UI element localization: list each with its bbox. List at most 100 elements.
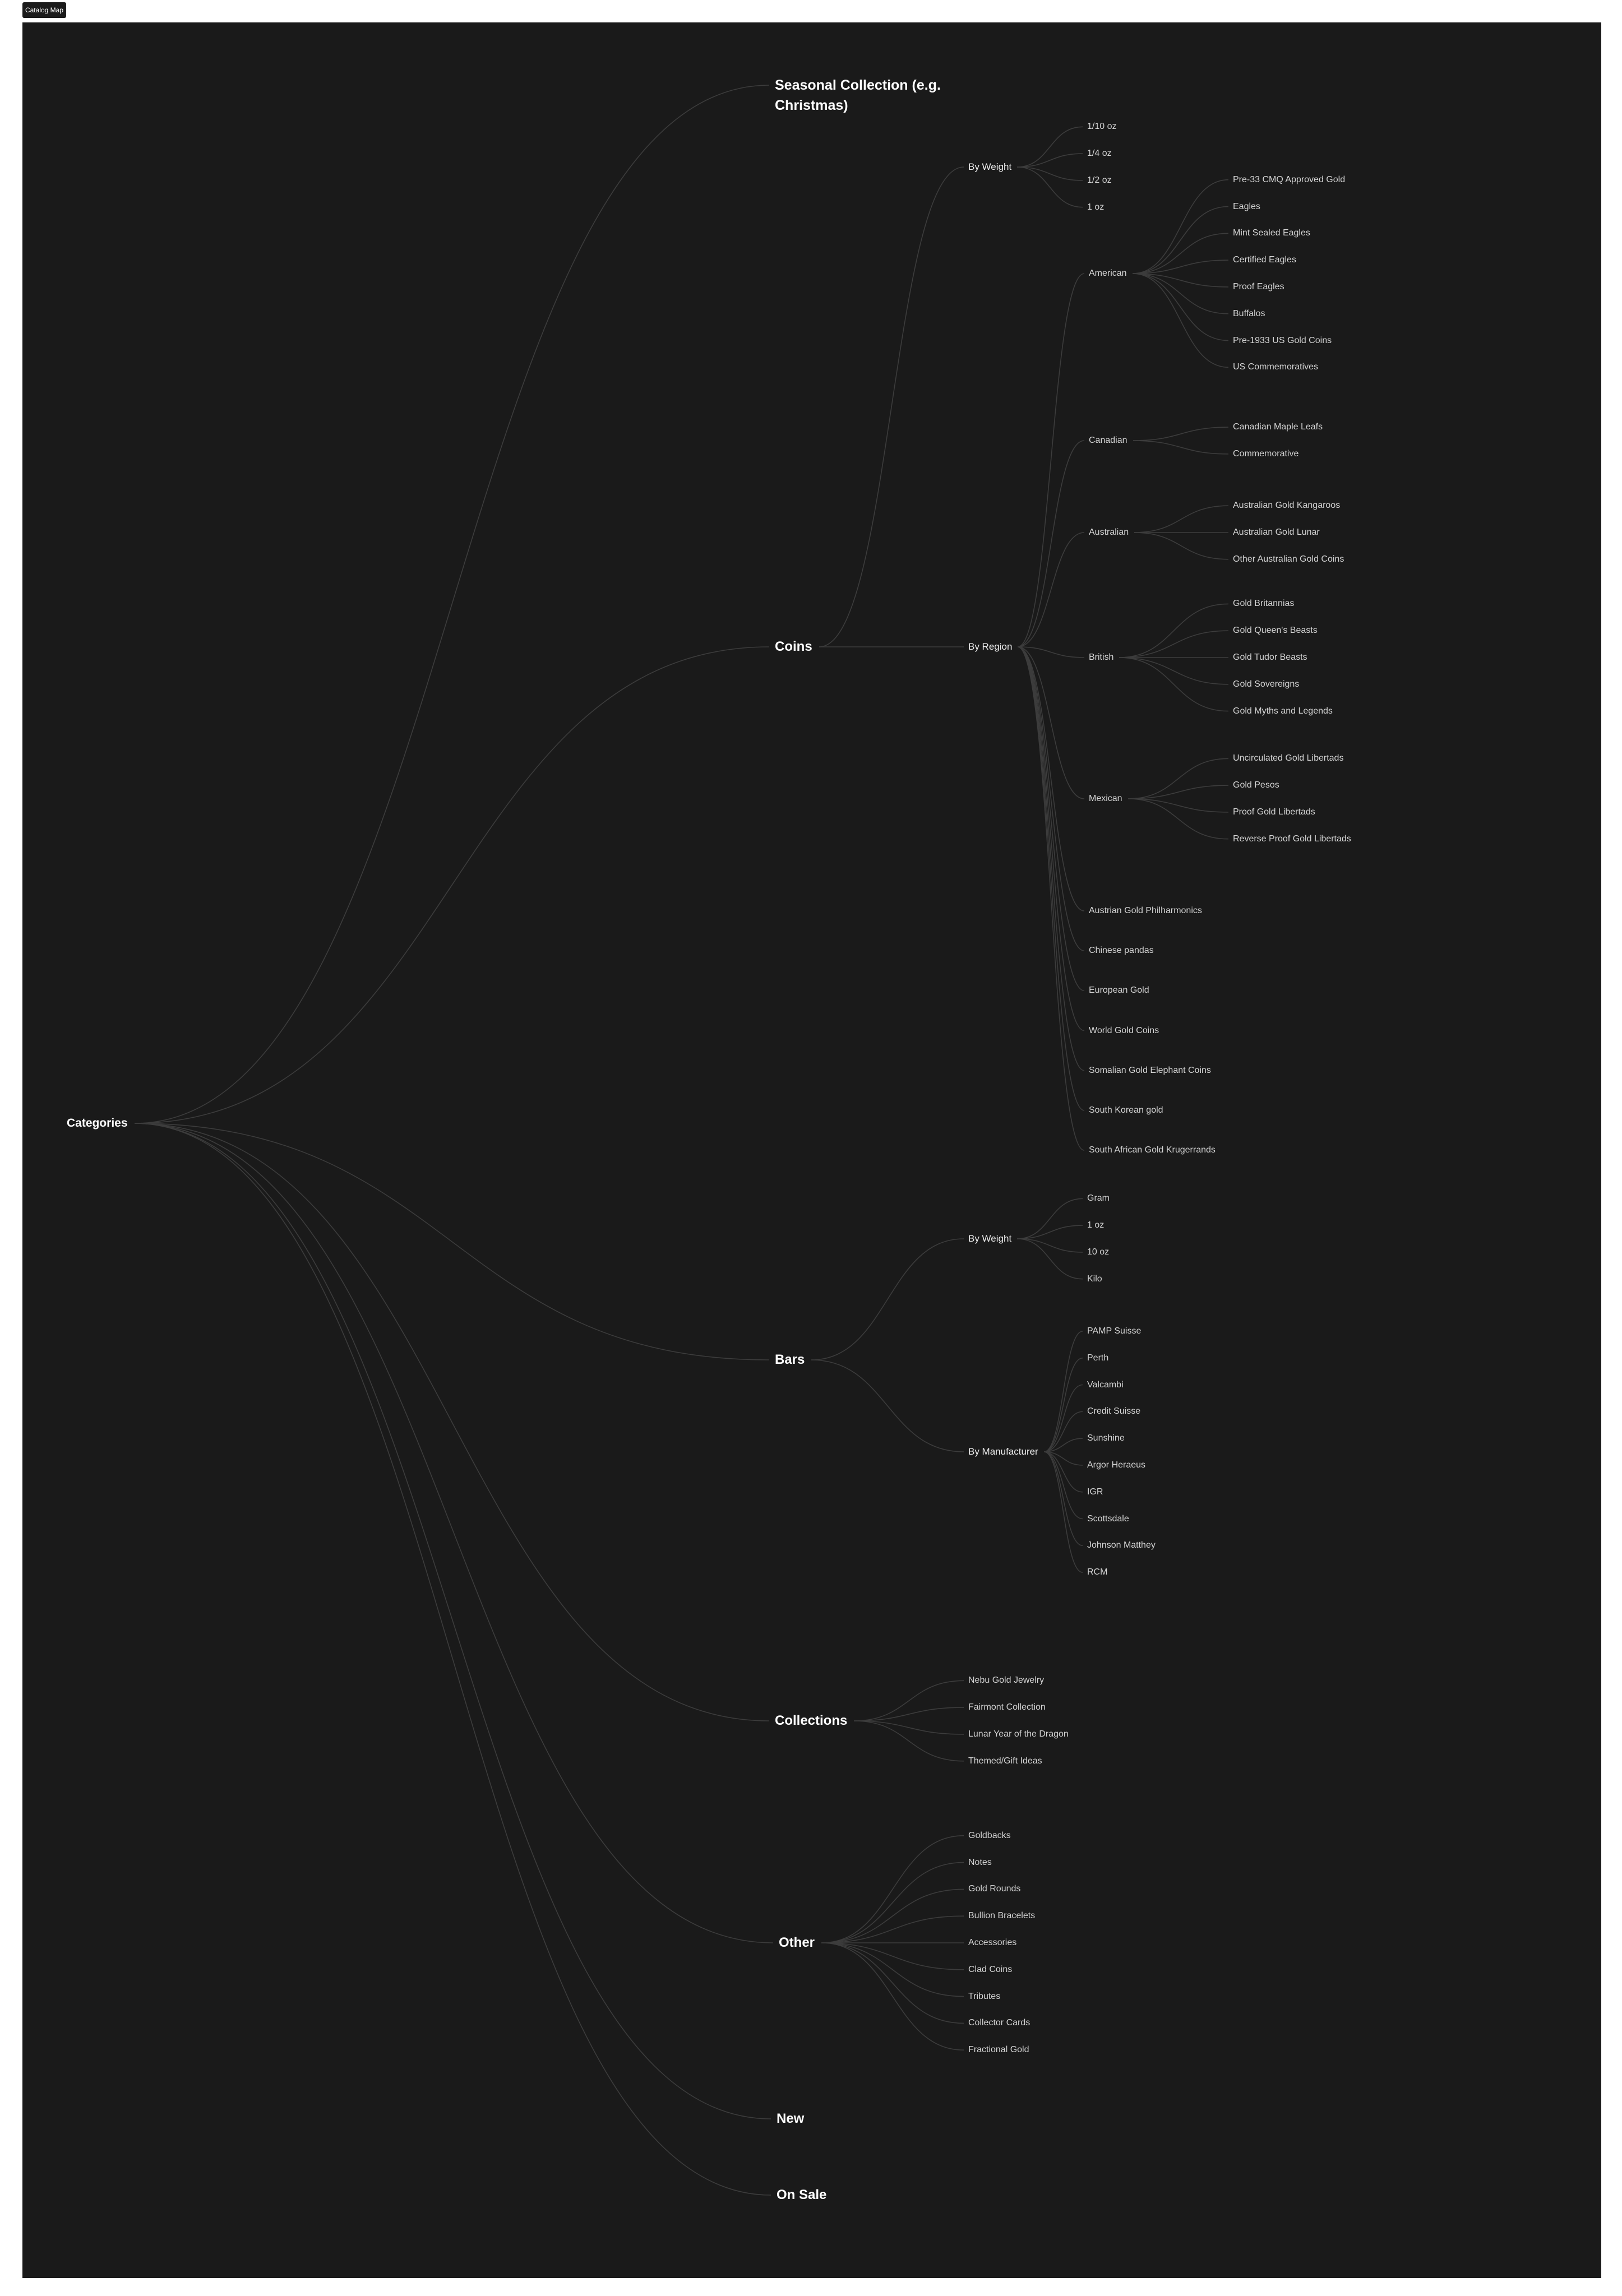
link-canadian-commemorative bbox=[1133, 440, 1229, 455]
leaf-tributes[interactable]: Tributes bbox=[968, 1991, 1001, 2001]
leaf-1-oz[interactable]: 1 oz bbox=[1087, 202, 1105, 212]
leaf-gold-pesos[interactable]: Gold Pesos bbox=[1233, 780, 1279, 790]
leaf-proof-eagles[interactable]: Proof Eagles bbox=[1233, 281, 1284, 291]
leaf-canadian-maple-leafs[interactable]: Canadian Maple Leafs bbox=[1233, 422, 1323, 432]
leaf-us-commemoratives[interactable]: US Commemoratives bbox=[1233, 362, 1319, 372]
region-australian[interactable]: Australian bbox=[1089, 527, 1129, 537]
leaf-pre-33-cmq-approved-gold[interactable]: Pre-33 CMQ Approved Gold bbox=[1233, 174, 1346, 184]
leaf-reverse-proof-gold-libertads[interactable]: Reverse Proof Gold Libertads bbox=[1233, 834, 1351, 844]
link-region-american bbox=[1017, 273, 1085, 647]
group-coins-by-weight[interactable]: By Weight bbox=[968, 161, 1012, 172]
link-region-south-african-gold-krugerrands bbox=[1017, 646, 1085, 1151]
category-on-sale[interactable]: On Sale bbox=[777, 2187, 827, 2202]
leaf-chinese-pandas[interactable]: Chinese pandas bbox=[1089, 946, 1154, 956]
category-collections[interactable]: Collections bbox=[775, 1713, 848, 1728]
link-root-coins bbox=[134, 646, 770, 1124]
group-bars-by-weight[interactable]: By Weight bbox=[968, 1233, 1012, 1244]
leaf-eagles[interactable]: Eagles bbox=[1233, 201, 1260, 211]
group-bars-by-manufacturer[interactable]: By Manufacturer bbox=[968, 1446, 1038, 1457]
region-american[interactable]: American bbox=[1089, 269, 1127, 278]
leaf-south-korean-gold[interactable]: South Korean gold bbox=[1089, 1105, 1163, 1115]
frame-tab[interactable]: Catalog Map bbox=[22, 2, 66, 18]
leaf-fairmont-collection[interactable]: Fairmont Collection bbox=[968, 1702, 1046, 1712]
leaf-pamp-suisse[interactable]: PAMP Suisse bbox=[1087, 1326, 1142, 1336]
region-british[interactable]: British bbox=[1089, 652, 1114, 662]
link-collections-themed-gift-ideas bbox=[853, 1720, 964, 1762]
category-other[interactable]: Other bbox=[779, 1935, 815, 1950]
link-root-on-sale bbox=[134, 1123, 771, 2196]
mindmap-canvas[interactable]: Categories Seasonal Collection (e.g. Chri… bbox=[22, 22, 1601, 2278]
leaf-accessories[interactable]: Accessories bbox=[968, 1938, 1017, 1947]
category-seasonal-collection-e-g-christmas[interactable]: Seasonal Collection (e.g. Christmas) bbox=[775, 77, 941, 113]
leaf-credit-suisse[interactable]: Credit Suisse bbox=[1087, 1406, 1141, 1417]
leaf-themed-gift-ideas[interactable]: Themed/Gift Ideas bbox=[968, 1756, 1042, 1766]
leaf-clad-coins[interactable]: Clad Coins bbox=[968, 1964, 1013, 1974]
link-by-manufacturer-perth bbox=[1043, 1357, 1083, 1452]
link-region-somalian-gold-elephant-coins bbox=[1017, 646, 1085, 1071]
leaf-kilo[interactable]: Kilo bbox=[1087, 1274, 1102, 1284]
leaf-sunshine[interactable]: Sunshine bbox=[1087, 1433, 1125, 1443]
link-american-mint-sealed-eagles bbox=[1132, 233, 1229, 274]
link-region-canadian bbox=[1017, 440, 1085, 647]
leaf-1-2-oz[interactable]: 1/2 oz bbox=[1087, 175, 1112, 185]
leaf-gram[interactable]: Gram bbox=[1087, 1193, 1110, 1203]
leaf-bullion-bracelets[interactable]: Bullion Bracelets bbox=[968, 1911, 1036, 1921]
leaf-certified-eagles[interactable]: Certified Eagles bbox=[1233, 255, 1296, 265]
leaf-proof-gold-libertads[interactable]: Proof Gold Libertads bbox=[1233, 807, 1315, 817]
leaf-igr[interactable]: IGR bbox=[1087, 1487, 1103, 1497]
category-new[interactable]: New bbox=[777, 2111, 805, 2126]
category-bars[interactable]: Bars bbox=[775, 1352, 805, 1367]
leaf-mint-sealed-eagles[interactable]: Mint Sealed Eagles bbox=[1233, 228, 1310, 238]
leaf-commemorative[interactable]: Commemorative bbox=[1233, 448, 1299, 459]
leaf-lunar-year-of-the-dragon[interactable]: Lunar Year of the Dragon bbox=[968, 1729, 1069, 1739]
link-root-bars bbox=[134, 1123, 770, 1360]
link-region-chinese-pandas bbox=[1017, 646, 1085, 951]
leaf-buffalos[interactable]: Buffalos bbox=[1233, 308, 1265, 318]
leaf-gold-myths-and-legends[interactable]: Gold Myths and Legends bbox=[1233, 706, 1333, 716]
leaf-gold-queen-s-beasts[interactable]: Gold Queen's Beasts bbox=[1233, 626, 1318, 636]
leaf-rcm[interactable]: RCM bbox=[1087, 1567, 1108, 1577]
leaf-australian-gold-kangaroos[interactable]: Australian Gold Kangaroos bbox=[1233, 501, 1341, 511]
leaf-other-australian-gold-coins[interactable]: Other Australian Gold Coins bbox=[1233, 554, 1344, 564]
leaf-notes[interactable]: Notes bbox=[968, 1857, 992, 1867]
leaf-scottsdale[interactable]: Scottsdale bbox=[1087, 1513, 1129, 1524]
link-other-goldbacks bbox=[821, 1835, 964, 1943]
link-american-pre-33-cmq-approved-gold bbox=[1132, 179, 1229, 274]
leaf-somalian-gold-elephant-coins[interactable]: Somalian Gold Elephant Coins bbox=[1089, 1065, 1211, 1075]
leaf-goldbacks[interactable]: Goldbacks bbox=[968, 1830, 1011, 1840]
leaf-valcambi[interactable]: Valcambi bbox=[1087, 1380, 1124, 1390]
leaf-johnson-matthey[interactable]: Johnson Matthey bbox=[1087, 1540, 1156, 1550]
leaf-perth[interactable]: Perth bbox=[1087, 1353, 1109, 1363]
link-root-new bbox=[134, 1123, 771, 2119]
leaf-pre-1933-us-gold-coins[interactable]: Pre-1933 US Gold Coins bbox=[1233, 335, 1332, 345]
category-coins[interactable]: Coins bbox=[775, 639, 812, 654]
leaf-1-4-oz[interactable]: 1/4 oz bbox=[1087, 149, 1112, 159]
region-mexican[interactable]: Mexican bbox=[1089, 794, 1122, 803]
leaf-european-gold[interactable]: European Gold bbox=[1089, 985, 1149, 996]
link-australian-other-australian-gold-coins bbox=[1134, 532, 1229, 560]
leaf-10-oz[interactable]: 10 oz bbox=[1087, 1247, 1110, 1257]
leaf-fractional-gold[interactable]: Fractional Gold bbox=[968, 2045, 1029, 2055]
leaf-1-10-oz[interactable]: 1/10 oz bbox=[1087, 122, 1117, 132]
region-canadian[interactable]: Canadian bbox=[1089, 436, 1127, 445]
leaf-1-oz[interactable]: 1 oz bbox=[1087, 1220, 1105, 1230]
link-other-fractional-gold bbox=[821, 1942, 964, 2050]
leaf-gold-rounds[interactable]: Gold Rounds bbox=[968, 1884, 1021, 1894]
leaf-gold-tudor-beasts[interactable]: Gold Tudor Beasts bbox=[1233, 652, 1307, 662]
leaf-austrian-gold-philharmonics[interactable]: Austrian Gold Philharmonics bbox=[1089, 906, 1202, 915]
leaf-world-gold-coins[interactable]: World Gold Coins bbox=[1089, 1025, 1159, 1035]
root-node-categories[interactable]: Categories bbox=[67, 1117, 128, 1130]
leaf-argor-heraeus[interactable]: Argor Heraeus bbox=[1087, 1460, 1146, 1470]
link-by-weight-gram bbox=[1016, 1198, 1083, 1239]
leaf-australian-gold-lunar[interactable]: Australian Gold Lunar bbox=[1233, 527, 1320, 537]
leaf-south-african-gold-krugerrands[interactable]: South African Gold Krugerrands bbox=[1089, 1145, 1216, 1155]
link-american-buffalos bbox=[1132, 273, 1229, 314]
leaf-gold-britannias[interactable]: Gold Britannias bbox=[1233, 599, 1295, 609]
leaf-collector-cards[interactable]: Collector Cards bbox=[968, 2018, 1030, 2028]
link-by-manufacturer-sunshine bbox=[1043, 1438, 1083, 1452]
group-coins-by-region[interactable]: By Region bbox=[968, 641, 1013, 652]
link-collections-lunar-year-of-the-dragon bbox=[853, 1720, 964, 1735]
leaf-nebu-gold-jewelry[interactable]: Nebu Gold Jewelry bbox=[968, 1675, 1045, 1686]
leaf-uncirculated-gold-libertads[interactable]: Uncirculated Gold Libertads bbox=[1233, 753, 1344, 763]
leaf-gold-sovereigns[interactable]: Gold Sovereigns bbox=[1233, 679, 1300, 689]
